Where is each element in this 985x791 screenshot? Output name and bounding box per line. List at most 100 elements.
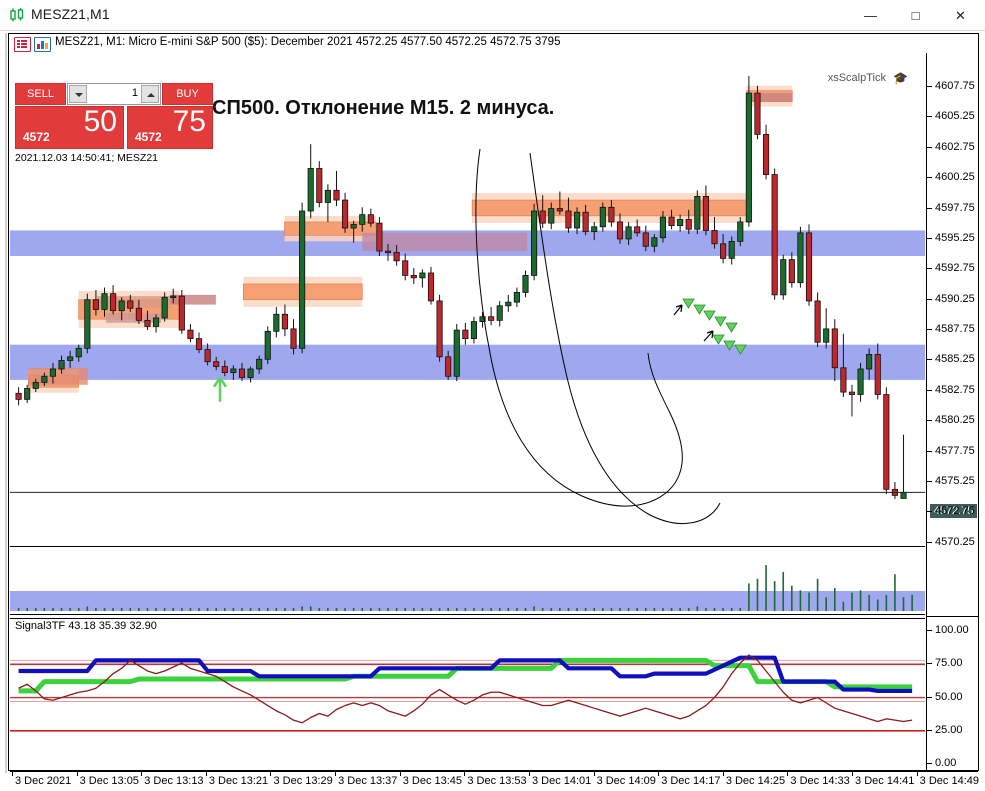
volume-pane[interactable] bbox=[10, 546, 925, 615]
time-axis-tick bbox=[270, 772, 272, 776]
candle bbox=[221, 366, 228, 374]
candle bbox=[711, 230, 718, 245]
time-axis-tick bbox=[464, 772, 466, 776]
volume-stepper[interactable]: 1 bbox=[67, 83, 161, 105]
candle bbox=[427, 272, 435, 302]
candle bbox=[513, 292, 520, 303]
candle bbox=[75, 347, 82, 358]
price-axis-tick bbox=[927, 329, 932, 331]
time-axis-tick bbox=[916, 772, 918, 776]
oscillator-axis-tick bbox=[927, 696, 932, 698]
time-axis-label: 3 Dec 14:09 bbox=[596, 775, 656, 787]
price-axis-tick bbox=[927, 116, 932, 118]
price-axis-label: 4607.75 bbox=[935, 79, 975, 92]
price-axis-label: 4572.75 bbox=[935, 505, 975, 518]
buy-price-whole: 4572 bbox=[135, 130, 162, 144]
close-button[interactable]: ✕ bbox=[938, 0, 983, 30]
price-axis-label: 4585.25 bbox=[935, 353, 975, 366]
candle bbox=[900, 491, 907, 499]
volume-input[interactable]: 1 bbox=[131, 87, 138, 99]
candle bbox=[384, 250, 392, 254]
candle bbox=[840, 367, 847, 393]
sell-price-fraction: 50 bbox=[83, 106, 117, 138]
sell-price-whole: 4572 bbox=[23, 130, 50, 144]
oscillator-pane[interactable] bbox=[10, 618, 925, 770]
candle bbox=[316, 168, 323, 203]
marker-triangle-a-2 bbox=[703, 310, 716, 321]
minimize-button[interactable]: — bbox=[848, 0, 893, 30]
data-window-icon[interactable] bbox=[14, 37, 31, 52]
time-axis-label: 3 Dec 13:45 bbox=[402, 775, 463, 787]
watermark-text: xsScalpTick bbox=[827, 72, 886, 84]
candle bbox=[599, 206, 606, 228]
maximize-button[interactable]: □ bbox=[893, 0, 938, 30]
chart-headline-text: СП500. Отклонение M15. 2 минуса. bbox=[212, 97, 555, 119]
candle bbox=[110, 293, 117, 312]
volume-chart-canvas bbox=[10, 565, 925, 611]
candle bbox=[290, 328, 297, 349]
candle bbox=[58, 360, 65, 370]
sell-price-display[interactable]: 4572 50 bbox=[15, 106, 124, 149]
candle bbox=[118, 300, 125, 312]
price-axis-label: 4592.75 bbox=[935, 262, 975, 275]
candle bbox=[445, 356, 452, 377]
price-axis-tick bbox=[927, 268, 932, 270]
volume-band-overlay bbox=[10, 591, 925, 611]
price-axis-tick bbox=[927, 511, 932, 513]
last-tick-timestamp: 2021.12.03 14:50:41; MESZ21 bbox=[15, 152, 159, 164]
candle bbox=[376, 222, 383, 252]
candle bbox=[238, 368, 246, 378]
time-axis-tick bbox=[722, 772, 724, 776]
price-axis-label: 4595.25 bbox=[935, 231, 975, 244]
candle bbox=[393, 251, 400, 262]
candle bbox=[359, 214, 366, 225]
price-axis-tick bbox=[927, 480, 932, 482]
volume-increment-icon[interactable] bbox=[141, 85, 159, 103]
candle bbox=[49, 368, 57, 377]
price-axis-label: 4605.25 bbox=[935, 110, 975, 123]
oscillator-fast-line bbox=[18, 654, 913, 724]
candle bbox=[152, 317, 160, 327]
buy-price-display[interactable]: 4572 75 bbox=[127, 106, 213, 149]
oscillator-axis-tick bbox=[927, 729, 932, 731]
candle bbox=[195, 338, 203, 350]
candle bbox=[367, 214, 374, 224]
time-axis-label: 3 Dec 14:25 bbox=[725, 775, 786, 787]
price-level-box-1 bbox=[96, 296, 171, 309]
time-axis[interactable]: 3 Dec 2021 3 Dec 13:05 3 Dec 13:13 3 Dec 13… bbox=[10, 771, 979, 791]
oscillator-axis-label: 100.00 bbox=[935, 624, 969, 637]
candle bbox=[92, 299, 99, 310]
candle bbox=[342, 199, 349, 229]
price-axis-tick bbox=[927, 237, 932, 239]
oscillator-label: Signal3TF 43.18 35.39 32.90 bbox=[13, 620, 159, 632]
candle bbox=[479, 316, 486, 322]
volume-decrement-icon[interactable] bbox=[69, 85, 87, 103]
time-axis-tick bbox=[787, 772, 789, 776]
symbol-ohlc-text: MESZ21, M1: Micro E-mini S&P 500 ($5): D… bbox=[55, 36, 561, 48]
time-axis-label: 3 Dec 13:21 bbox=[208, 775, 269, 787]
candle bbox=[24, 388, 31, 400]
sell-button[interactable]: SELL bbox=[15, 83, 66, 105]
candle bbox=[264, 330, 271, 360]
candle bbox=[762, 134, 770, 175]
price-axis-tick bbox=[927, 450, 932, 452]
oscillator-axis-label: 0.00 bbox=[935, 757, 957, 769]
candle bbox=[419, 272, 426, 279]
price-axis[interactable]: 4572.75 4607.75 4605.25 4602.75 4600.25 4597… bbox=[926, 53, 979, 770]
marker-triangle-a-4 bbox=[725, 322, 738, 333]
price-axis-label: 4590.25 bbox=[935, 292, 975, 305]
candlestick-icon bbox=[10, 8, 24, 22]
buy-button[interactable]: BUY bbox=[162, 83, 213, 105]
candle bbox=[67, 356, 74, 361]
price-axis-label: 4602.75 bbox=[935, 140, 975, 153]
price-axis-label: 4597.75 bbox=[935, 201, 975, 214]
one-click-trading-panel[interactable]: SELL 1 BUY 4572 50 4572 75 bbox=[15, 83, 213, 149]
time-axis-tick bbox=[76, 772, 78, 776]
price-axis-tick bbox=[927, 207, 932, 209]
price-axis-tick bbox=[927, 541, 932, 543]
chart-properties-icon[interactable] bbox=[34, 37, 51, 52]
candle bbox=[488, 316, 495, 321]
price-axis-tick bbox=[927, 298, 932, 300]
annotation-arrowhead-1 bbox=[673, 304, 683, 316]
time-axis-label: 3 Dec 13:29 bbox=[273, 775, 333, 787]
